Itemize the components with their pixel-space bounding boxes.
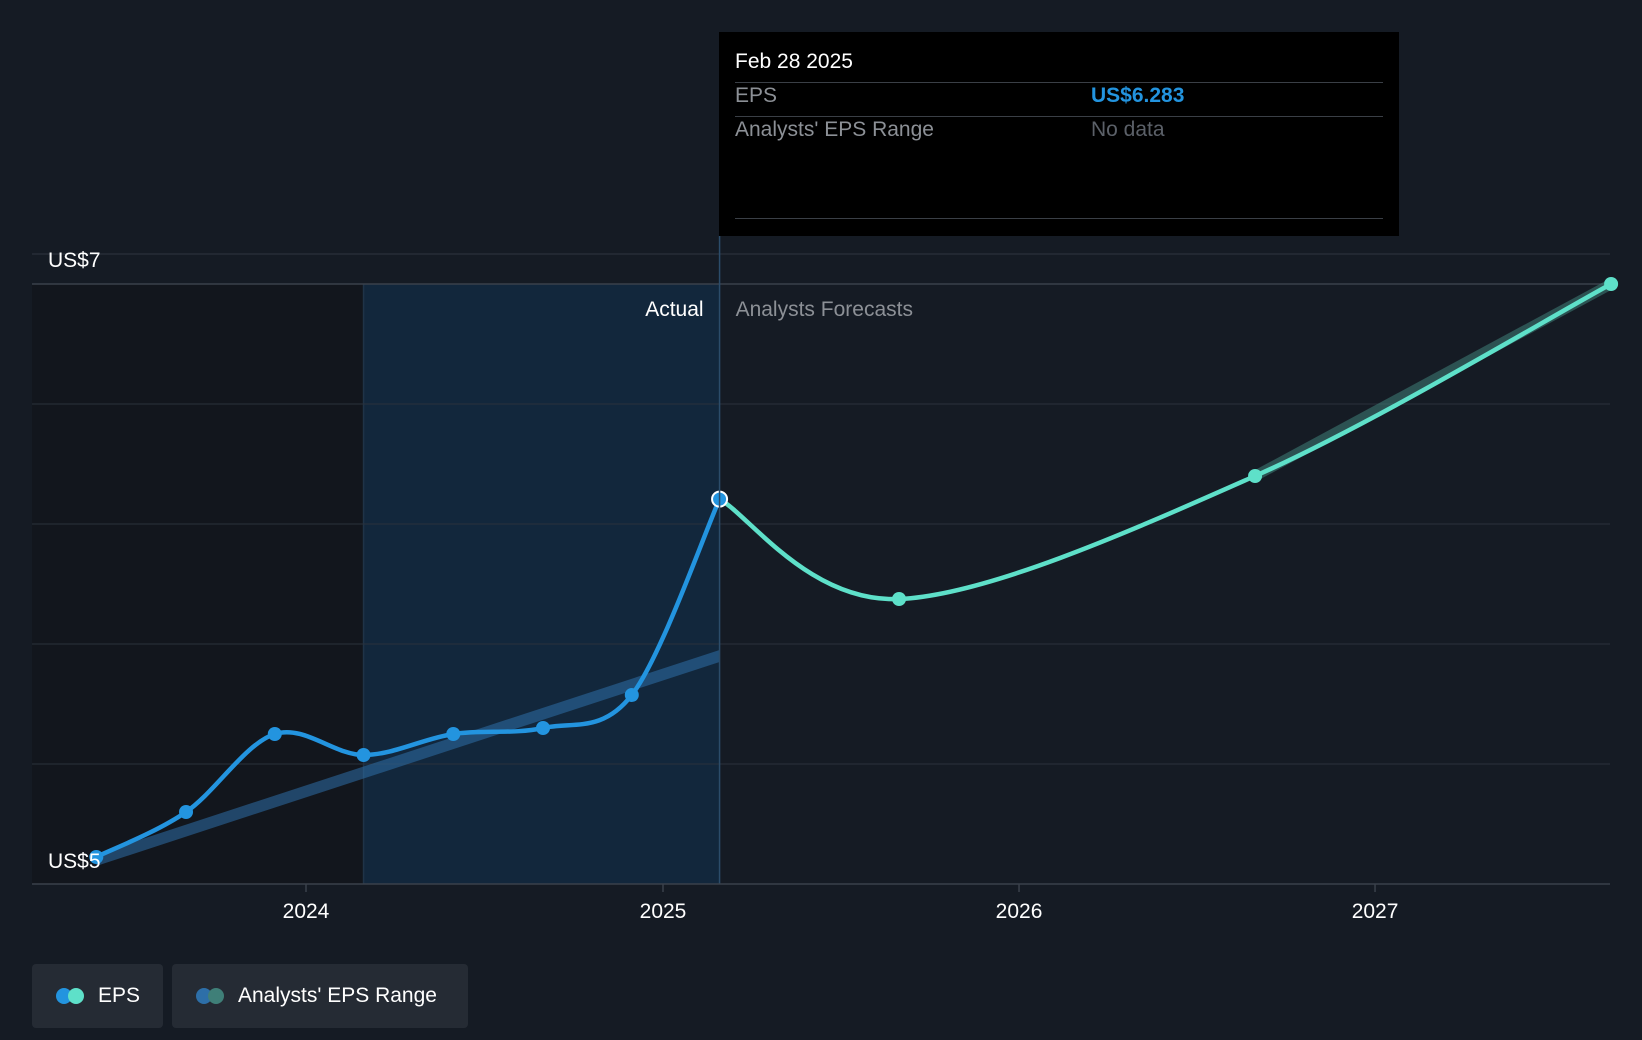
tooltip-eps-label: EPS	[735, 84, 778, 107]
past-period-shade	[32, 284, 364, 884]
actual-eps-point	[89, 850, 104, 864]
range-legend-icon	[196, 988, 226, 1004]
actual-eps-point	[624, 688, 639, 702]
x-axis: 2024 2025 2026 2027	[283, 884, 1399, 923]
x-tick-label: 2027	[1352, 900, 1399, 923]
gridlines	[32, 253, 1610, 884]
tooltip-eps-value: US$6.283	[1091, 84, 1185, 107]
actual-highlight-band	[363, 284, 720, 884]
actual-eps-point	[179, 805, 194, 819]
x-tick-label: 2024	[283, 900, 330, 923]
y-label-bottom: US$5	[48, 850, 101, 873]
forecast-eps-point	[1604, 277, 1619, 291]
actual-section-label: Actual	[645, 298, 703, 321]
actual-eps-point	[267, 727, 282, 741]
forecast-section-label: Analysts Forecasts	[736, 298, 913, 321]
legend-range-label: Analysts' EPS Range	[238, 984, 437, 1007]
x-tick-label: 2026	[996, 900, 1043, 923]
forecast-eps-point	[892, 592, 907, 606]
tooltip: Feb 28 2025 EPS US$6.283 Analysts' EPS R…	[719, 32, 1399, 236]
eps-legend-icon	[56, 988, 86, 1004]
legend-eps-label: EPS	[98, 984, 141, 1007]
tooltip-range-label: Analysts' EPS Range	[735, 118, 934, 141]
legend-eps-button[interactable]: EPS	[32, 964, 163, 1028]
tooltip-divider	[735, 82, 1383, 83]
range-band	[96, 650, 720, 866]
legend-range-button[interactable]: Analysts' EPS Range	[172, 964, 468, 1028]
tooltip-date: Feb 28 2025	[735, 50, 853, 73]
y-label-top: US$7	[48, 249, 101, 272]
actual-eps-point	[536, 721, 551, 735]
tooltip-range-value: No data	[1091, 118, 1165, 141]
actual-eps-point	[356, 748, 371, 762]
forecast-eps-point	[1248, 469, 1263, 483]
tooltip-divider	[735, 116, 1383, 117]
forecast-eps-line	[717, 281, 1614, 602]
tooltip-divider	[735, 218, 1383, 219]
x-tick-label: 2025	[640, 900, 687, 923]
actual-eps-point	[446, 727, 461, 741]
